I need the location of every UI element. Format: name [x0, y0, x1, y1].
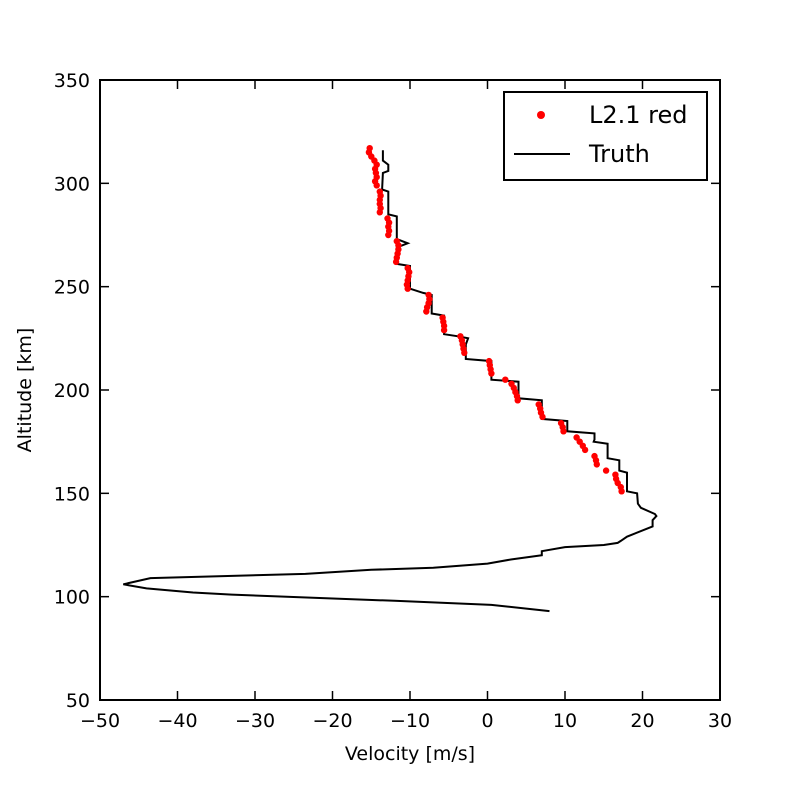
legend-marker-l21-red [537, 111, 545, 119]
data-point-l21-red [385, 231, 392, 239]
plot-area [123, 145, 658, 613]
data-point-l21-red [581, 446, 589, 454]
y-axis-label: Altitude [km] [14, 328, 36, 453]
x-tick-label: 30 [708, 710, 732, 732]
legend: L2.1 red Truth [503, 91, 708, 181]
x-axis-label: Velocity [m/s] [345, 743, 475, 765]
data-point-l21-red [461, 349, 468, 356]
axis-ticks: −50 −40 −30 −20 −10 0 10 20 30 50 100 150 200 250 300 3… [54, 70, 732, 732]
data-point-l21-red [593, 461, 600, 468]
y-tick-label: 100 [54, 587, 90, 609]
data-point-l21-red [440, 326, 448, 334]
data-point-l21-red [392, 258, 400, 266]
data-point-l21-red [539, 413, 546, 421]
y-tick-label: 150 [54, 483, 90, 505]
data-point-l21-red [423, 308, 430, 315]
x-tick-label: −20 [312, 710, 352, 732]
data-point-l21-red [602, 467, 610, 474]
y-tick-label: 200 [54, 380, 90, 402]
x-tick-label: −50 [80, 710, 120, 732]
legend-label-l21-red: L2.1 red [589, 101, 688, 129]
data-point-l21-red [488, 370, 495, 377]
y-tick-label: 250 [54, 277, 90, 299]
y-tick-label: 300 [54, 173, 90, 195]
data-point-l21-red [502, 376, 509, 383]
y-tick-label: 350 [54, 70, 90, 92]
x-tick-label: −10 [390, 710, 430, 732]
legend-box [503, 91, 708, 181]
x-tick-label: −30 [235, 710, 275, 732]
data-point-l21-red [376, 209, 383, 216]
x-tick-label: 20 [630, 710, 654, 732]
data-point-l21-red [618, 488, 625, 495]
data-point-l21-red [514, 397, 521, 404]
x-tick-label: −40 [157, 710, 197, 732]
data-point-l21-red [560, 428, 567, 435]
legend-label-truth: Truth [588, 140, 650, 168]
y-tick-label: 50 [66, 690, 90, 712]
x-tick-label: 10 [553, 710, 577, 732]
data-point-l21-red [373, 182, 380, 189]
data-point-l21-red [404, 285, 411, 292]
x-tick-label: 0 [481, 710, 493, 732]
